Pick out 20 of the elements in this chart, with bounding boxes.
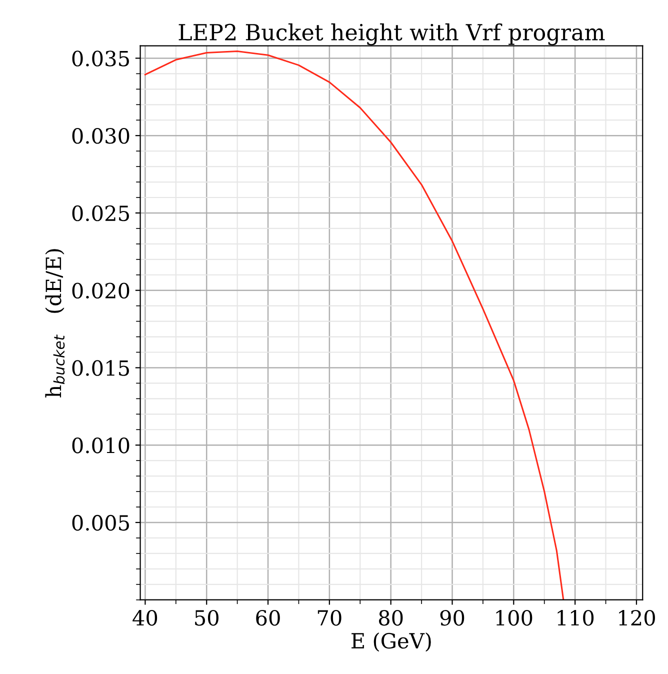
x-tick-label: 120	[619, 610, 655, 626]
y-tick-label: 0.035	[72, 50, 129, 66]
y-tick-label: 0.005	[72, 514, 129, 531]
x-tick-label: 70	[318, 610, 342, 626]
x-tick-label: 40	[132, 610, 158, 626]
x-tick-label: 60	[256, 610, 280, 626]
text: h$_{bucket}$ (dE/E)	[45, 249, 65, 398]
y-tick-label: 0.030	[72, 128, 130, 144]
chart-title: LEP2 Bucket height with Vrf program	[178, 23, 605, 46]
y-tick-label: 0.010	[72, 438, 130, 454]
x-tick-label: 100	[496, 610, 532, 626]
x-axis-title: E (GeV)	[352, 632, 431, 652]
x-tick-label: 110	[558, 610, 594, 626]
x-tick-label: 50	[195, 610, 218, 626]
y-tick-label: 0.015	[72, 360, 129, 376]
x-tick-label: 90	[440, 610, 464, 626]
line-series	[144, 50, 564, 600]
x-tick-label: 80	[378, 610, 403, 626]
y-tick-label: 0.020	[72, 282, 130, 299]
y-tick-label: 0.025	[72, 205, 129, 222]
